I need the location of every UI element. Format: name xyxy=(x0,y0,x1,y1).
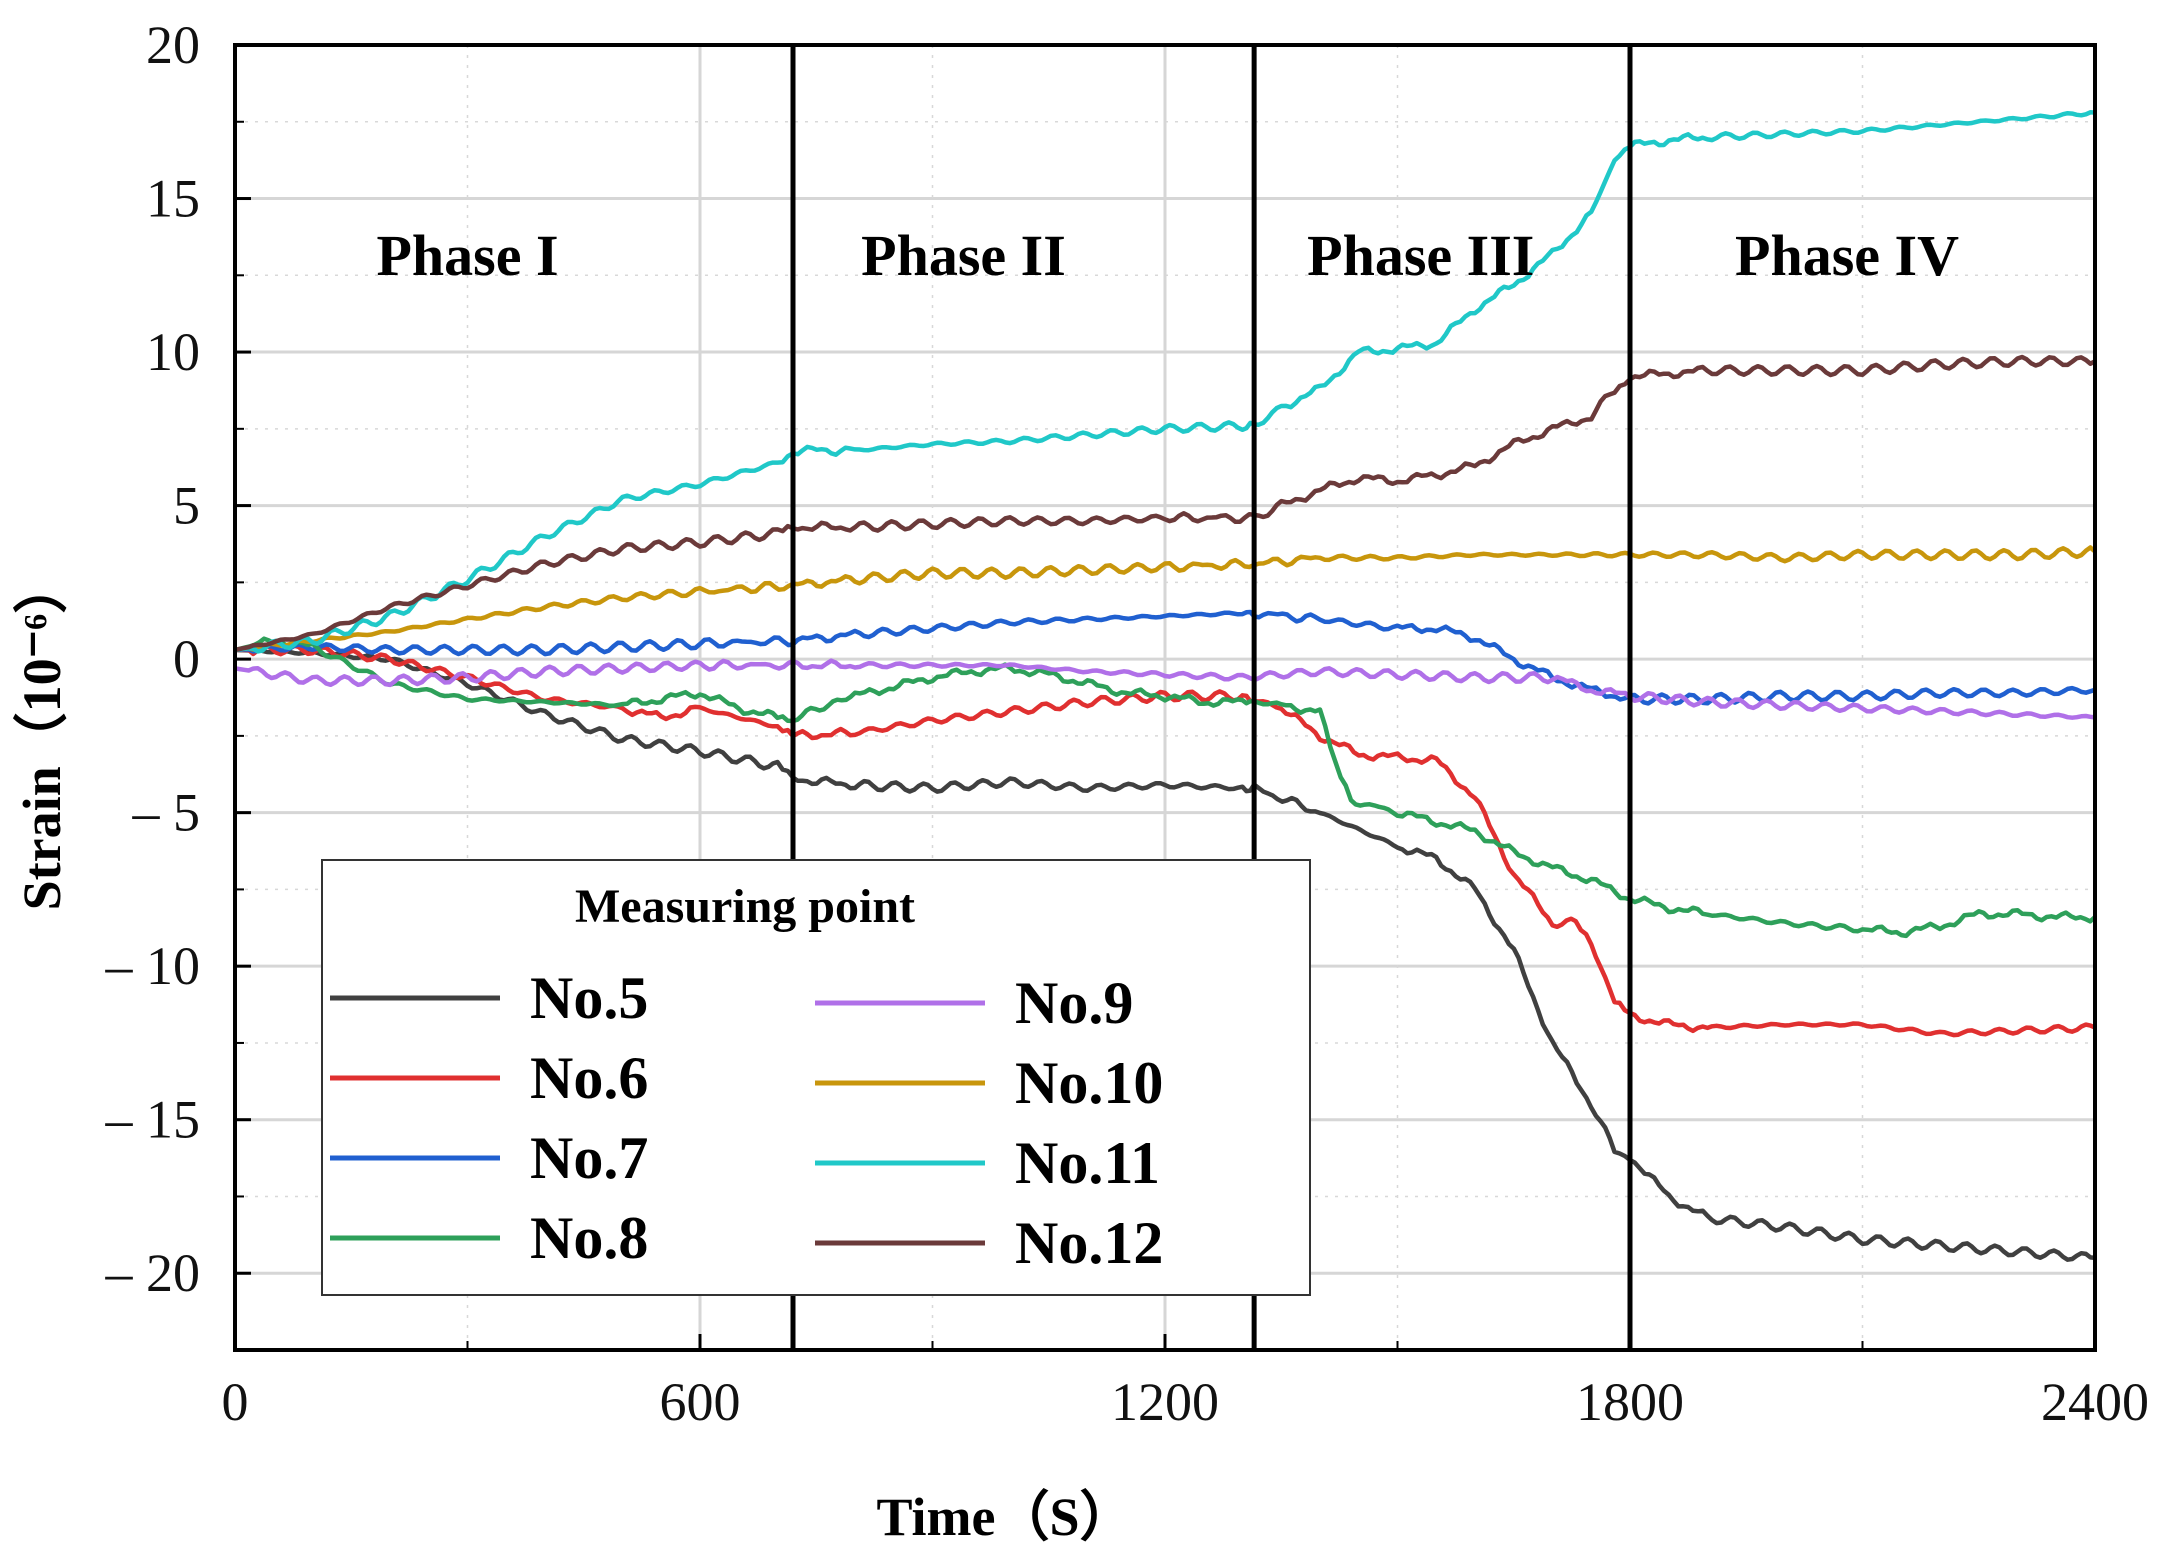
axis-ticks: 20 15 10 5 0 – 5 – 10 – 15 – 20 0 600 1200 1800 2400 xyxy=(105,15,2150,1432)
legend-label-no11: No.11 xyxy=(1015,1130,1160,1196)
phase-label-2: Phase II xyxy=(861,223,1066,288)
y-tick-label: 10 xyxy=(146,322,200,382)
phase-labels: Phase I Phase II Phase III Phase IV xyxy=(376,223,1959,288)
series-line-no9 xyxy=(234,658,2096,720)
series-line-no8 xyxy=(234,636,2097,939)
legend-label-no10: No.10 xyxy=(1015,1050,1163,1116)
x-tick-label: 600 xyxy=(660,1372,741,1432)
y-tick-label: 0 xyxy=(173,629,200,689)
series-line-no7 xyxy=(234,609,2096,706)
legend-label-no8: No.8 xyxy=(530,1205,648,1271)
legend-label-no9: No.9 xyxy=(1015,970,1133,1036)
legend-label-no5: No.5 xyxy=(530,965,648,1031)
phase-label-1: Phase I xyxy=(376,223,558,288)
y-tick-label: – 20 xyxy=(105,1243,201,1303)
x-tick-label: 2400 xyxy=(2041,1372,2149,1432)
series-line-no11 xyxy=(234,110,2096,654)
x-axis-title: Time（S） xyxy=(876,1487,1133,1547)
series-line-no12 xyxy=(234,354,2097,653)
series-line-no10 xyxy=(234,545,2097,653)
y-tick-label: 15 xyxy=(146,169,200,229)
legend-label-no12: No.12 xyxy=(1015,1210,1163,1276)
x-tick-label: 0 xyxy=(222,1372,249,1432)
legend-label-no6: No.6 xyxy=(530,1045,648,1111)
legend-entries: No.5 No.6 No.7 No.8 No.9 No.10 No.11 No.12 xyxy=(330,965,1163,1276)
y-tick-label: – 15 xyxy=(105,1090,201,1150)
legend-title: Measuring point xyxy=(575,880,915,933)
series-line-no5 xyxy=(234,647,2096,1262)
legend: Measuring point No.5 No.6 No.7 No.8 No.9 No.1… xyxy=(321,859,1311,1296)
y-axis-title: Strain（10⁻⁶） xyxy=(12,560,72,911)
y-tick-label: – 5 xyxy=(132,783,201,843)
y-tick-label: 5 xyxy=(173,476,200,536)
y-tick-label: 20 xyxy=(146,15,200,75)
phase-label-4: Phase IV xyxy=(1735,223,1959,288)
x-tick-label: 1200 xyxy=(1111,1372,1219,1432)
legend-label-no7: No.7 xyxy=(530,1125,648,1191)
phase-label-3: Phase III xyxy=(1307,223,1534,288)
series-lines xyxy=(234,110,2097,1262)
x-tick-label: 1800 xyxy=(1576,1372,1684,1432)
y-tick-label: – 10 xyxy=(105,936,201,996)
